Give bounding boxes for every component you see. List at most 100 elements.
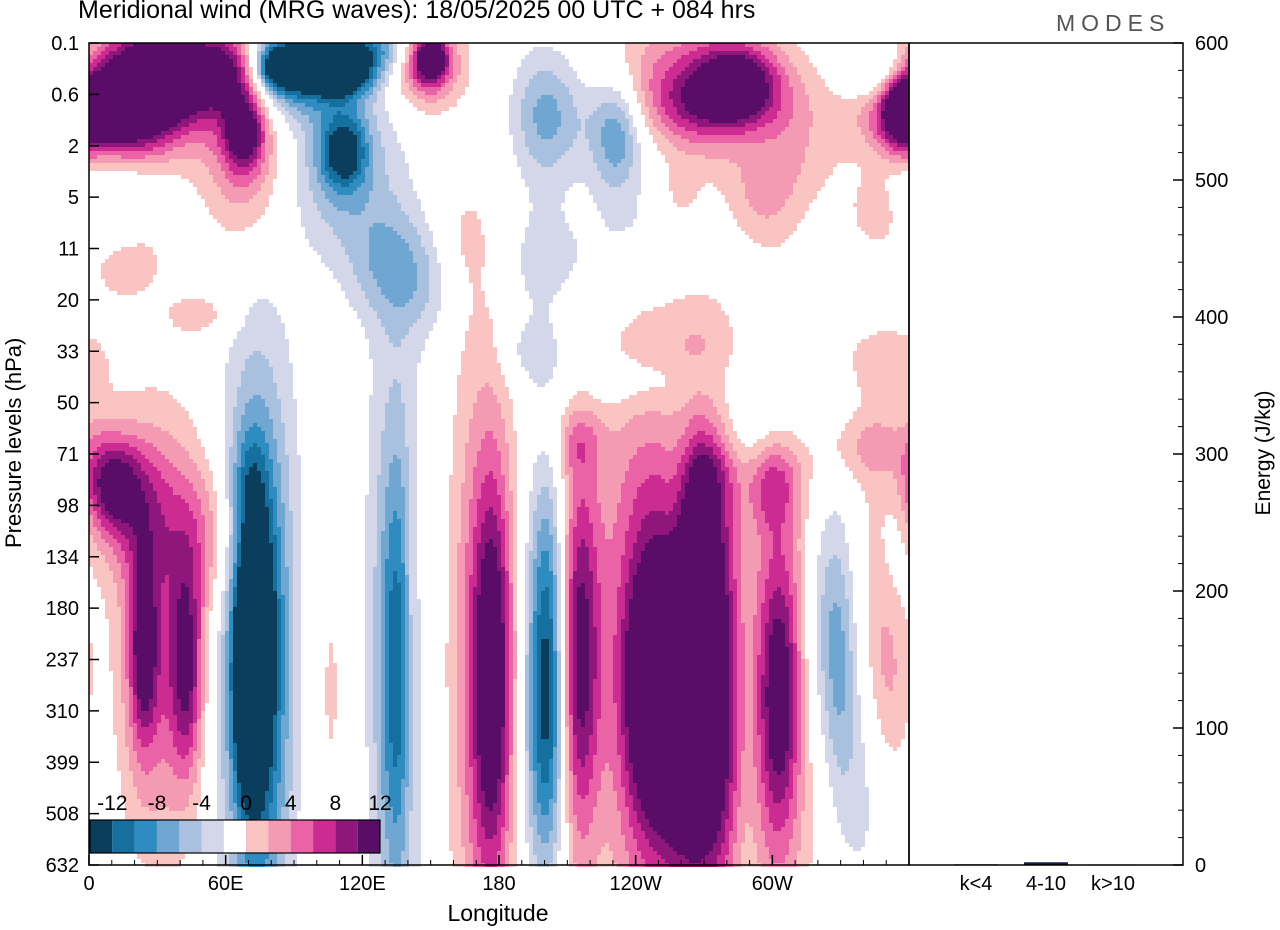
field-cell — [281, 103, 289, 107]
field-cell — [101, 535, 113, 539]
field-cell — [481, 571, 501, 575]
field-cell — [457, 587, 465, 591]
field-cell — [505, 431, 517, 435]
field-cell — [129, 611, 133, 615]
field-cell — [473, 551, 477, 555]
field-cell — [869, 111, 877, 115]
field-cell — [189, 535, 197, 539]
field-cell — [205, 515, 213, 519]
field-cell — [849, 603, 853, 607]
field-cell — [477, 511, 485, 515]
field-cell — [365, 331, 385, 335]
field-cell — [369, 487, 377, 491]
field-cell — [789, 491, 793, 495]
field-cell — [213, 179, 229, 183]
field-cell — [385, 519, 393, 523]
field-cell — [89, 67, 93, 71]
field-cell — [897, 83, 909, 87]
field-cell — [233, 491, 237, 495]
field-cell — [381, 43, 389, 47]
field-cell — [897, 479, 905, 483]
field-cell — [225, 175, 257, 179]
field-cell — [89, 507, 93, 511]
field-cell — [801, 591, 805, 595]
field-cell — [649, 107, 657, 111]
field-cell — [93, 535, 101, 539]
field-cell — [537, 575, 553, 579]
field-cell — [269, 363, 293, 367]
field-cell — [105, 603, 117, 607]
field-cell — [565, 471, 573, 475]
field-cell — [597, 415, 633, 419]
field-cell — [449, 599, 457, 603]
field-cell — [525, 587, 529, 591]
field-cell — [801, 571, 805, 575]
field-cell — [89, 115, 189, 119]
field-cell — [857, 439, 909, 443]
field-cell — [245, 55, 249, 59]
field-cell — [337, 111, 341, 115]
field-cell — [129, 543, 137, 547]
field-cell — [385, 507, 405, 511]
field-cell — [509, 443, 517, 447]
field-cell — [449, 523, 461, 527]
field-cell — [345, 251, 369, 255]
field-cell — [285, 435, 297, 439]
field-cell — [201, 547, 205, 551]
field-cell — [381, 439, 405, 443]
field-cell — [241, 459, 245, 463]
field-cell — [393, 227, 417, 231]
field-cell — [269, 75, 369, 79]
field-cell — [261, 103, 265, 107]
field-cell — [729, 435, 737, 439]
field-cell — [549, 495, 557, 499]
field-cell — [233, 479, 237, 483]
field-cell — [405, 443, 417, 447]
field-cell — [373, 175, 389, 179]
field-cell — [641, 83, 649, 87]
field-cell — [713, 183, 745, 187]
field-cell — [237, 559, 241, 563]
field-cell — [317, 167, 321, 171]
field-cell — [861, 395, 909, 399]
field-cell — [765, 599, 769, 603]
field-cell — [473, 311, 489, 315]
field-cell — [89, 415, 189, 419]
field-cell — [321, 187, 333, 191]
field-cell — [841, 559, 849, 563]
field-cell — [473, 411, 501, 415]
field-cell — [413, 623, 421, 627]
field-cell — [781, 539, 793, 543]
field-cell — [565, 451, 569, 455]
field-cell — [373, 107, 385, 111]
field-cell — [661, 371, 725, 375]
field-cell — [501, 547, 505, 551]
field-cell — [465, 607, 469, 611]
field-cell — [301, 223, 329, 227]
field-cell — [593, 523, 605, 527]
field-cell — [869, 563, 889, 567]
field-cell — [409, 491, 417, 495]
field-cell — [137, 575, 153, 579]
field-cell — [213, 215, 261, 219]
field-cell — [733, 615, 737, 619]
field-cell — [225, 407, 233, 411]
field-cell — [869, 615, 905, 619]
field-cell — [689, 119, 709, 123]
field-cell — [721, 451, 729, 455]
field-cell — [529, 491, 541, 495]
field-cell — [265, 123, 269, 127]
field-cell — [629, 571, 637, 575]
field-cell — [273, 559, 277, 563]
field-cell — [601, 503, 617, 507]
field-cell — [465, 211, 477, 215]
field-cell — [313, 139, 321, 143]
field-cell — [277, 619, 281, 623]
field-cell — [229, 607, 233, 611]
field-cell — [693, 463, 713, 467]
field-cell — [873, 87, 881, 91]
field-cell — [153, 575, 165, 579]
field-cell — [729, 471, 737, 475]
field-cell — [901, 455, 909, 459]
field-cell — [265, 175, 277, 179]
